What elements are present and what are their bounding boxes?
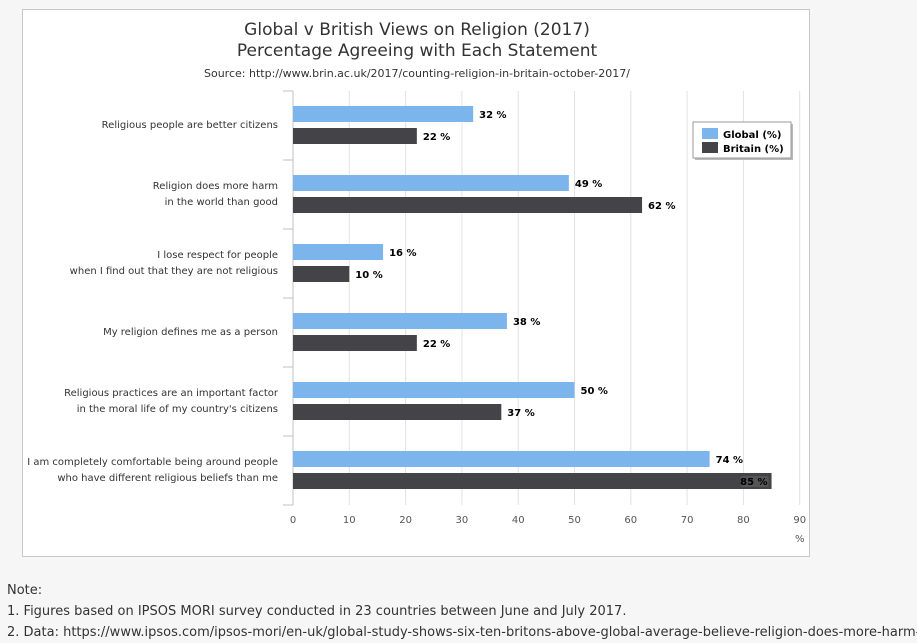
data-label-global-5: 50 % <box>581 386 608 397</box>
x-tick-label-70: 70 <box>681 515 694 526</box>
category-label-1-line-1: Religious people are better citizens <box>102 120 278 131</box>
bar-britain-3 <box>293 266 350 282</box>
bar-global-3 <box>293 244 384 260</box>
data-label-global-2: 49 % <box>575 179 602 190</box>
notes-line-2: 2. Data: https://www.ipsos.com/ipsos-mor… <box>7 625 917 640</box>
x-tick-label-10: 10 <box>343 515 356 526</box>
x-tick-label-60: 60 <box>624 515 637 526</box>
x-tick-label-50: 50 <box>568 515 581 526</box>
x-tick-label-90: 90 <box>793 515 806 526</box>
bar-britain-4 <box>293 335 417 351</box>
category-label-4-line-1: My religion defines me as a person <box>103 327 278 338</box>
data-label-britain-4: 22 % <box>423 339 450 350</box>
data-label-global-4: 38 % <box>513 317 540 328</box>
bar-britain-5 <box>293 404 502 420</box>
data-label-britain-1: 22 % <box>423 132 450 143</box>
notes-line-1: 1. Figures based on IPSOS MORI survey co… <box>7 604 627 619</box>
legend-swatch-global <box>702 128 718 139</box>
bar-global-1 <box>293 106 474 122</box>
category-label-2-line-1: Religion does more harm <box>153 181 278 192</box>
category-label-6-line-1: I am completely comfortable being around… <box>27 457 278 468</box>
data-label-global-3: 16 % <box>389 248 416 259</box>
data-label-britain-2: 62 % <box>648 201 675 212</box>
category-label-5-line-2: in the moral life of my country's citize… <box>77 404 278 415</box>
data-label-global-1: 32 % <box>479 110 506 121</box>
bar-global-5 <box>293 382 575 398</box>
bar-britain-1 <box>293 128 417 144</box>
chart-frame: Global v British Views on Religion (2017… <box>22 9 810 557</box>
legend-label-global: Global (%) <box>723 130 781 141</box>
category-label-3-line-1: I lose respect for people <box>157 250 278 261</box>
data-label-bg-britain-6 <box>740 476 769 487</box>
category-label-2-line-2: in the world than good <box>165 197 278 208</box>
x-tick-label-20: 20 <box>399 515 412 526</box>
x-tick-label-0: 0 <box>290 515 296 526</box>
bar-britain-6 <box>293 473 772 489</box>
bar-global-6 <box>293 451 710 467</box>
category-label-3-line-2: when I find out that they are not religi… <box>70 266 278 277</box>
legend-swatch-britain <box>702 142 718 153</box>
category-label-6-line-2: who have different religious beliefs tha… <box>57 473 278 484</box>
bar-global-2 <box>293 175 569 191</box>
x-tick-label-40: 40 <box>512 515 525 526</box>
x-axis-label: % <box>795 534 805 545</box>
chart-title-line-1: Global v British Views on Religion (2017… <box>244 20 590 40</box>
category-label-5-line-1: Religious practices are an important fac… <box>64 388 279 399</box>
notes: Note: 1. Figures based on IPSOS MORI sur… <box>7 580 917 643</box>
x-tick-label-80: 80 <box>737 515 750 526</box>
data-label-britain-3: 10 % <box>355 270 382 281</box>
chart-title-line-2: Percentage Agreeing with Each Statement <box>237 41 598 61</box>
bar-chart: Global v British Views on Religion (2017… <box>27 20 806 545</box>
chart-subtitle: Source: http://www.brin.ac.uk/2017/count… <box>204 67 630 80</box>
data-label-global-6: 74 % <box>716 455 743 466</box>
notes-heading: Note: <box>7 583 43 598</box>
data-label-britain-6: 85 % <box>740 477 767 488</box>
data-label-britain-5: 37 % <box>507 408 534 419</box>
legend-label-britain: Britain (%) <box>723 144 784 155</box>
x-tick-label-30: 30 <box>456 515 469 526</box>
bar-britain-2 <box>293 197 643 213</box>
bar-global-4 <box>293 313 507 329</box>
